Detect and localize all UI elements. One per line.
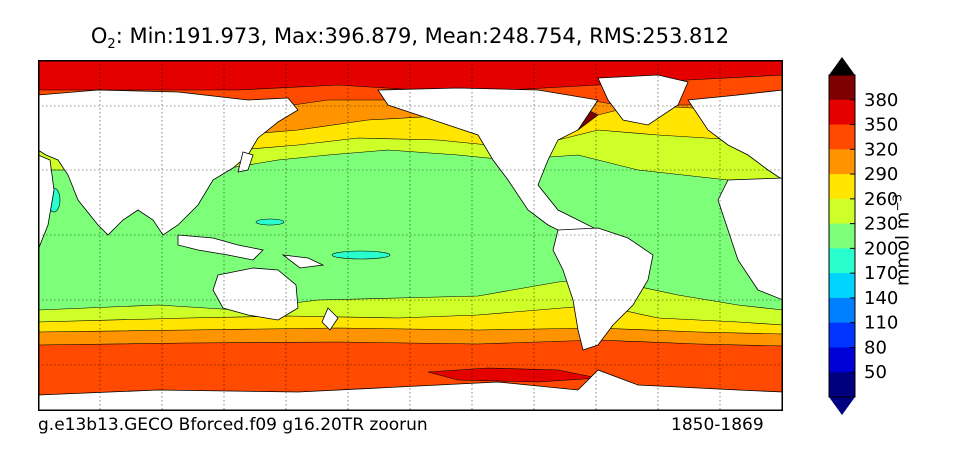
- colorbar-tick-label: 320: [864, 139, 898, 160]
- land-japan: [237, 151, 254, 173]
- run-name-label: g.e13b13.GECO Bforced.f09 g16.20TR zooru…: [38, 415, 428, 435]
- land-south-america: [552, 227, 654, 351]
- colorbar-tick-label: 80: [864, 337, 887, 358]
- colorbar-tick-label: 290: [864, 164, 898, 185]
- colorbar-over-arrow: [829, 57, 855, 75]
- colorbar-swatch: [829, 124, 855, 150]
- colorbar-swatch: [829, 223, 855, 249]
- colorbar-swatch: [829, 198, 855, 225]
- colorbar-swatch: [829, 273, 855, 299]
- ocean-oxygen-map: [38, 60, 783, 411]
- land-eurasia: [38, 89, 299, 236]
- colorbar-tick-label: 350: [864, 115, 898, 136]
- land-masses: [38, 74, 783, 411]
- colorbar-swatch: [829, 248, 855, 274]
- colorbar-tick-label: 230: [864, 214, 898, 235]
- land-indonesia: [177, 234, 264, 261]
- colorbar-tick-label: 110: [864, 313, 898, 334]
- colorbar-tick-label: 140: [864, 288, 898, 309]
- band-200-pool-2: [331, 250, 391, 260]
- colorbar-tick-label: 50: [864, 362, 887, 383]
- colorbar-swatch: [829, 347, 855, 373]
- map-frame: [38, 60, 783, 411]
- period-label: 1850-1869: [671, 415, 764, 435]
- unit-exponent: −3: [890, 193, 905, 212]
- title-subscript: 2: [107, 37, 116, 53]
- colorbar-tick-label: 170: [864, 263, 898, 284]
- colorbar-ticks: 50 80 110 140 170 200 230 260 290 320 350 380: [850, 90, 898, 383]
- land-australia: [212, 267, 299, 321]
- unit-text: mmol m: [892, 211, 914, 287]
- graticule: [38, 60, 783, 411]
- colorbar-swatch: [829, 75, 855, 101]
- title-stats: : Min:191.973, Max:396.879, Mean:248.754…: [115, 24, 730, 48]
- colorbar-swatch: [829, 174, 855, 200]
- colorbar-frame: [828, 74, 856, 398]
- colorbar-tick-label: 200: [864, 238, 898, 259]
- land-africa: [38, 154, 55, 251]
- colorbar-under-arrow: [829, 397, 855, 415]
- colorbar-swatch: [829, 149, 855, 175]
- land-europe: [687, 89, 783, 181]
- land-new-zealand: [321, 307, 339, 331]
- colorbar-swatch: [829, 297, 855, 324]
- land-north-america: [377, 87, 600, 236]
- colorbar-tick-label: 260: [864, 189, 898, 210]
- colorbar-swatch: [829, 99, 855, 126]
- colorbar-swatch: [829, 372, 855, 398]
- land-new-guinea: [281, 254, 325, 269]
- title-variable: O: [90, 24, 108, 48]
- map-canvas: [38, 60, 783, 411]
- land-greenland: [597, 74, 689, 126]
- map-title: O2: Min:191.973, Max:396.879, Mean:248.7…: [0, 24, 820, 52]
- colorbar-swatch: [829, 322, 855, 348]
- colorbar-tick-label: 380: [864, 90, 898, 111]
- colorbar-bands: [828, 57, 856, 415]
- colorbar-unit-label: mmol m−3: [891, 194, 914, 286]
- land-west-africa: [717, 177, 783, 301]
- band-200-pool-1: [255, 218, 285, 226]
